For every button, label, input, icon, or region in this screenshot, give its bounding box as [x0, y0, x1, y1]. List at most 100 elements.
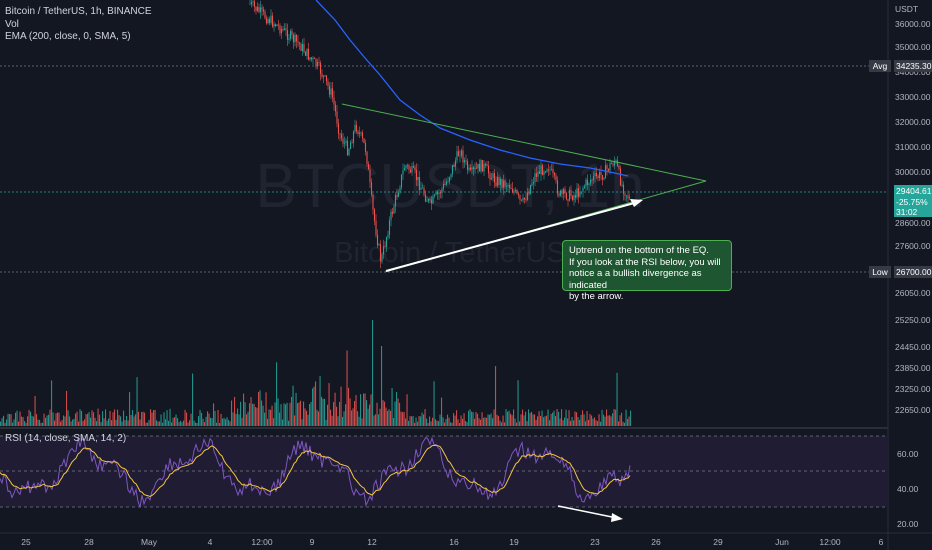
candle-body [492, 173, 494, 178]
candle-body [406, 165, 409, 167]
candle-body [555, 175, 557, 181]
volume-bar [378, 414, 380, 426]
volume-bar [543, 417, 545, 426]
price-tick-label: 36000.00 [895, 19, 931, 29]
candlesticks [249, 0, 631, 269]
candle-body [411, 166, 413, 173]
volume-bar [21, 416, 23, 426]
volume-bar [420, 416, 422, 426]
candle-body [403, 168, 406, 171]
volume-bar [208, 413, 210, 426]
candle-body [429, 198, 431, 200]
volume-bar [562, 420, 564, 426]
time-axis[interactable]: 25 28 May 4 12:00 9 12 16 19 23 26 29 Jun 12:00 6 [21, 537, 883, 547]
volume-bar [600, 421, 602, 426]
volume-bar [598, 414, 600, 426]
volume-bar [589, 413, 591, 426]
volume-bar [283, 403, 285, 426]
volume-bar [18, 421, 20, 426]
price-axis[interactable]: 36000.00 35000.00 34000.00 33000.00 32000.00… [895, 19, 931, 415]
volume-bar [345, 404, 347, 426]
symbol-title[interactable]: Bitcoin / TetherUS, 1h, BINANCE [5, 6, 152, 17]
note-line: notice a a bullish divergence as indicat… [569, 268, 702, 291]
volume-bar [34, 395, 36, 426]
volume-bar [532, 414, 534, 426]
candle-body [475, 167, 478, 169]
rsi-axis[interactable]: 60.00 40.00 20.00 [897, 449, 919, 529]
volume-bar [585, 421, 587, 426]
candle-body [628, 197, 631, 199]
volume-bar [240, 401, 242, 426]
candle-body [600, 172, 602, 176]
volume-bar [97, 408, 99, 426]
volume-bar [499, 420, 501, 426]
candle-body [483, 164, 485, 172]
candle-body [381, 254, 383, 262]
volume-bar [264, 412, 266, 426]
volume-bar [108, 418, 110, 426]
volume-bar [10, 414, 12, 426]
candle-body [291, 31, 293, 35]
candle-body [402, 170, 404, 175]
volume-bar [348, 387, 350, 426]
candle-body [325, 75, 328, 82]
candle-body [424, 194, 427, 202]
volume-bar [328, 383, 330, 426]
volume-bar [135, 414, 137, 426]
volume-bar [115, 419, 117, 426]
candle-body [339, 133, 341, 135]
volume-bar [564, 417, 566, 426]
candle-body [516, 189, 518, 194]
volume-bar [183, 420, 185, 426]
candle-body [444, 184, 446, 185]
candle-body [562, 189, 565, 194]
candle-body [345, 140, 347, 143]
volume-bar [96, 421, 98, 426]
candle-body [574, 195, 577, 198]
volume-bar [195, 422, 197, 426]
candle-body [399, 187, 401, 193]
volume-bar [450, 422, 452, 426]
candle-body [595, 173, 598, 177]
candle-body [363, 138, 365, 143]
time-tick-label: 9 [310, 537, 315, 547]
volume-bar [51, 380, 53, 426]
candle-body [435, 192, 437, 195]
annotation-note[interactable]: Uptrend on the bottom of the EQ. If you … [562, 240, 732, 302]
candle-body [451, 164, 454, 175]
rsi-legend[interactable]: RSI (14, close, SMA, 14, 2) [5, 433, 127, 444]
candle-body [340, 134, 343, 139]
volume-bar [615, 409, 617, 426]
volume-bar [604, 416, 606, 426]
volume-bar [249, 403, 251, 426]
volume-bar [529, 412, 531, 426]
volume-bar [451, 422, 453, 426]
volume-bar [460, 415, 462, 426]
volume-bar [510, 413, 512, 426]
volume-bar [622, 421, 624, 426]
volume-bar [538, 411, 540, 426]
volume-bar [46, 415, 48, 426]
volume-bar [184, 409, 186, 426]
candle-body [454, 160, 457, 167]
volume-bar [484, 417, 486, 426]
candle-body [312, 58, 314, 60]
volume-bar [346, 350, 348, 426]
ema-legend[interactable]: EMA (200, close, 0, SMA, 5) [5, 31, 131, 42]
candle-body [621, 184, 623, 186]
candle-body [264, 11, 266, 19]
volume-bar [558, 411, 560, 426]
candle-body [378, 244, 380, 246]
volume-bar [612, 413, 614, 426]
candle-body [361, 132, 364, 139]
candle-body [445, 181, 448, 185]
volume-legend[interactable]: Vol [5, 19, 19, 30]
candle-body [394, 195, 397, 207]
low-tag: Low [869, 266, 891, 278]
volume-bar [22, 417, 24, 426]
volume-bar [624, 422, 626, 426]
rsi-tick-label: 60.00 [897, 449, 919, 459]
candle-body [439, 192, 442, 194]
volume-bar [487, 414, 489, 426]
